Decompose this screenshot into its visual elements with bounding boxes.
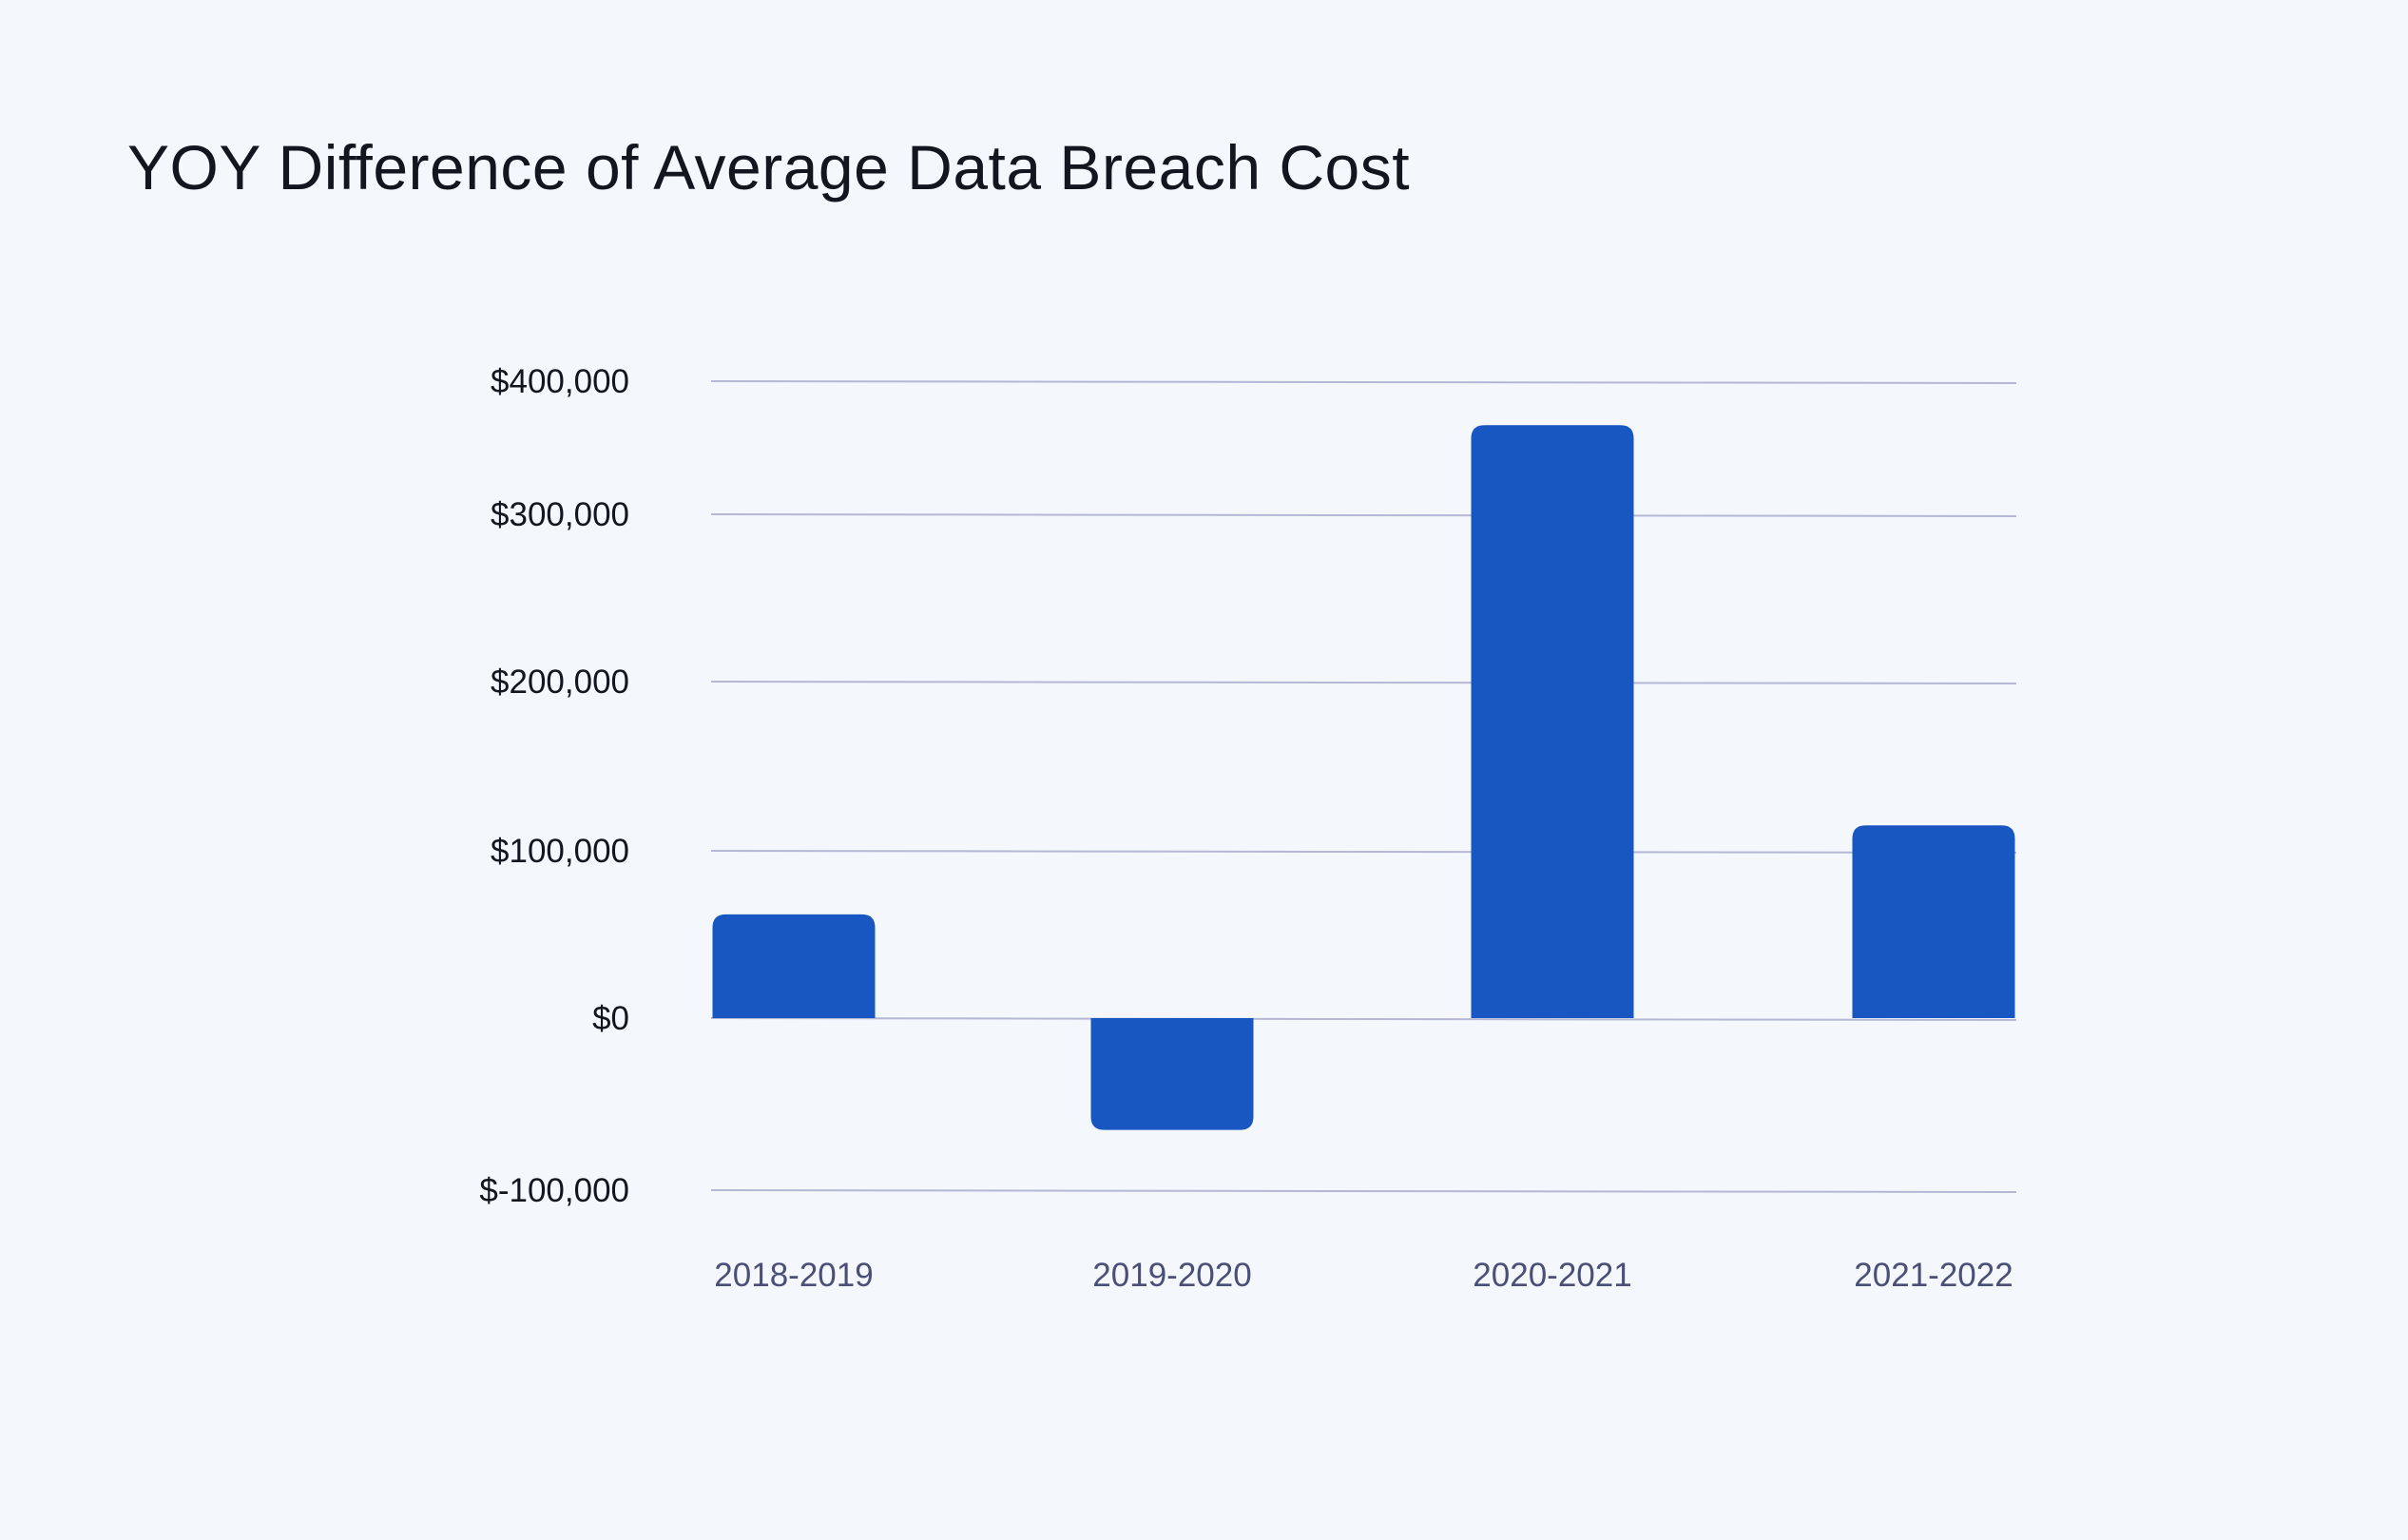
chart-title: YOY Difference of Average Data Breach Co…: [127, 132, 1411, 202]
x-category-label: 2018-2019: [714, 1257, 873, 1294]
gridline: [710, 513, 2017, 517]
x-category-label: 2021-2022: [1854, 1257, 2013, 1294]
y-tick-label: $400,000: [491, 363, 629, 400]
y-tick-label: $100,000: [491, 833, 629, 870]
y-tick-label: $-100,000: [479, 1172, 629, 1209]
gridline: [710, 850, 2017, 854]
y-tick-label: $300,000: [491, 496, 629, 533]
bar-2018-2019: [712, 914, 876, 1018]
bar-2019-2020: [1090, 1018, 1254, 1130]
x-category-label: 2019-2020: [1092, 1257, 1251, 1294]
gridline: [710, 1017, 2017, 1021]
y-tick-label: $0: [592, 1000, 629, 1037]
bar-2020-2021: [1471, 425, 1634, 1018]
y-tick-label: $200,000: [491, 664, 629, 701]
bar-2021-2022: [1852, 825, 2015, 1018]
x-category-label: 2020-2021: [1473, 1257, 1631, 1294]
gridline: [710, 681, 2017, 684]
gridline: [710, 1189, 2017, 1193]
gridline: [710, 380, 2017, 384]
